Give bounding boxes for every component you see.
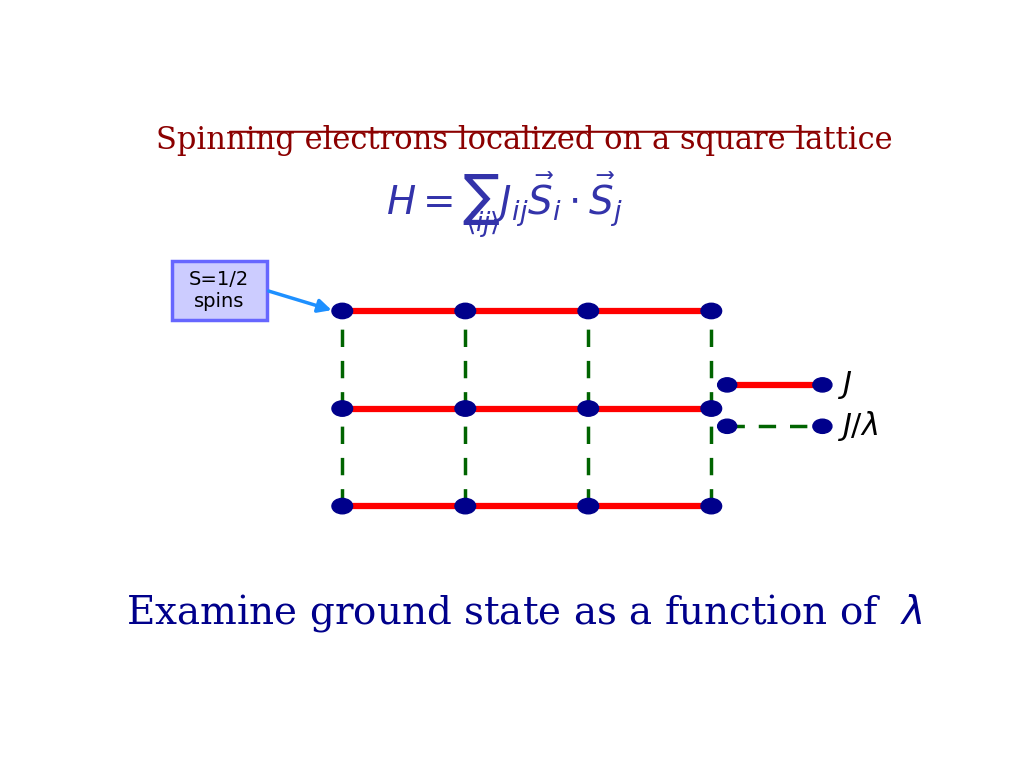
- Circle shape: [718, 378, 736, 392]
- Text: $J$: $J$: [837, 369, 852, 401]
- Circle shape: [578, 498, 599, 514]
- Text: $H = \sum J_{ij}\vec{S}_i \cdot \vec{S}_j$: $H = \sum J_{ij}\vec{S}_i \cdot \vec{S}_…: [386, 170, 624, 230]
- Circle shape: [455, 401, 475, 416]
- Circle shape: [718, 419, 736, 433]
- Circle shape: [332, 303, 352, 319]
- Circle shape: [332, 401, 352, 416]
- Circle shape: [332, 498, 352, 514]
- Circle shape: [455, 303, 475, 319]
- Circle shape: [701, 498, 722, 514]
- Circle shape: [813, 419, 831, 433]
- Text: Examine ground state as a function of  $\lambda$: Examine ground state as a function of $\…: [126, 591, 924, 634]
- Circle shape: [578, 303, 599, 319]
- Text: Spinning electrons localized on a square lattice: Spinning electrons localized on a square…: [157, 124, 893, 156]
- Circle shape: [813, 378, 831, 392]
- Text: S=1/2
spins: S=1/2 spins: [189, 270, 250, 311]
- FancyBboxPatch shape: [172, 260, 267, 319]
- Circle shape: [455, 498, 475, 514]
- Circle shape: [701, 303, 722, 319]
- Circle shape: [701, 401, 722, 416]
- Circle shape: [578, 401, 599, 416]
- Text: $J/\lambda$: $J/\lambda$: [837, 409, 878, 443]
- Text: $\langle ij \rangle$: $\langle ij \rangle$: [465, 209, 500, 240]
